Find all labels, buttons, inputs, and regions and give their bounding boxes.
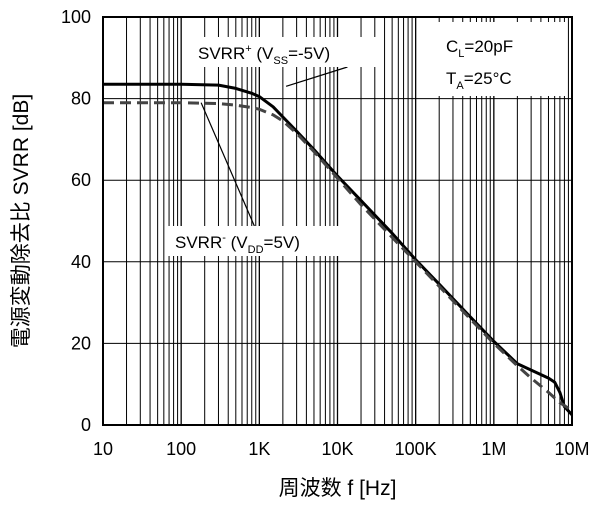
x-axis-title: 周波数 f [Hz]: [279, 477, 397, 500]
x-tick-label: 100K: [395, 439, 437, 459]
x-tick-labels: 10 100 1K 10K 100K 1M 10M: [93, 439, 590, 459]
y-tick-label: 80: [71, 89, 91, 109]
y-tick-labels: 0 20 40 60 80 100: [61, 7, 91, 435]
annotations: CL=20pF TA=25°C SVRR+ (VSS=-5V) SVRR- (VDD=…: [167, 22, 566, 256]
series-label-box: [190, 37, 382, 67]
conditions-box: [432, 22, 566, 96]
x-tick-label: 1M: [481, 439, 506, 459]
svrr-plus-curve: [103, 82, 574, 416]
x-tick-label: 100: [166, 439, 196, 459]
y-tick-label: 0: [81, 415, 91, 435]
x-tick-label: 1K: [248, 439, 270, 459]
leader-line: [200, 102, 255, 227]
leader-line: [285, 66, 348, 87]
load-condition-label: CL=20pF: [446, 37, 513, 60]
curves: [103, 82, 574, 416]
x-tick-label: 10K: [321, 439, 353, 459]
svrr-plus-label: SVRR+ (VSS=-5V): [198, 43, 330, 67]
y-tick-label: 40: [71, 252, 91, 272]
series-label-box: [167, 226, 349, 256]
plot-frame: [102, 16, 573, 426]
svrr-minus-curve: [103, 101, 573, 412]
y-tick-label: 60: [71, 170, 91, 190]
svrr-minus-label: SVRR- (VDD=5V): [175, 232, 300, 256]
y-axis-title: 電源変動除去比 SVRR [dB]: [10, 94, 33, 348]
x-tick-label: 10: [93, 439, 113, 459]
x-tick-label: 10M: [554, 439, 589, 459]
y-tick-label: 100: [61, 7, 91, 27]
temperature-condition-label: TA=25°C: [446, 69, 512, 92]
y-tick-label: 20: [71, 333, 91, 353]
